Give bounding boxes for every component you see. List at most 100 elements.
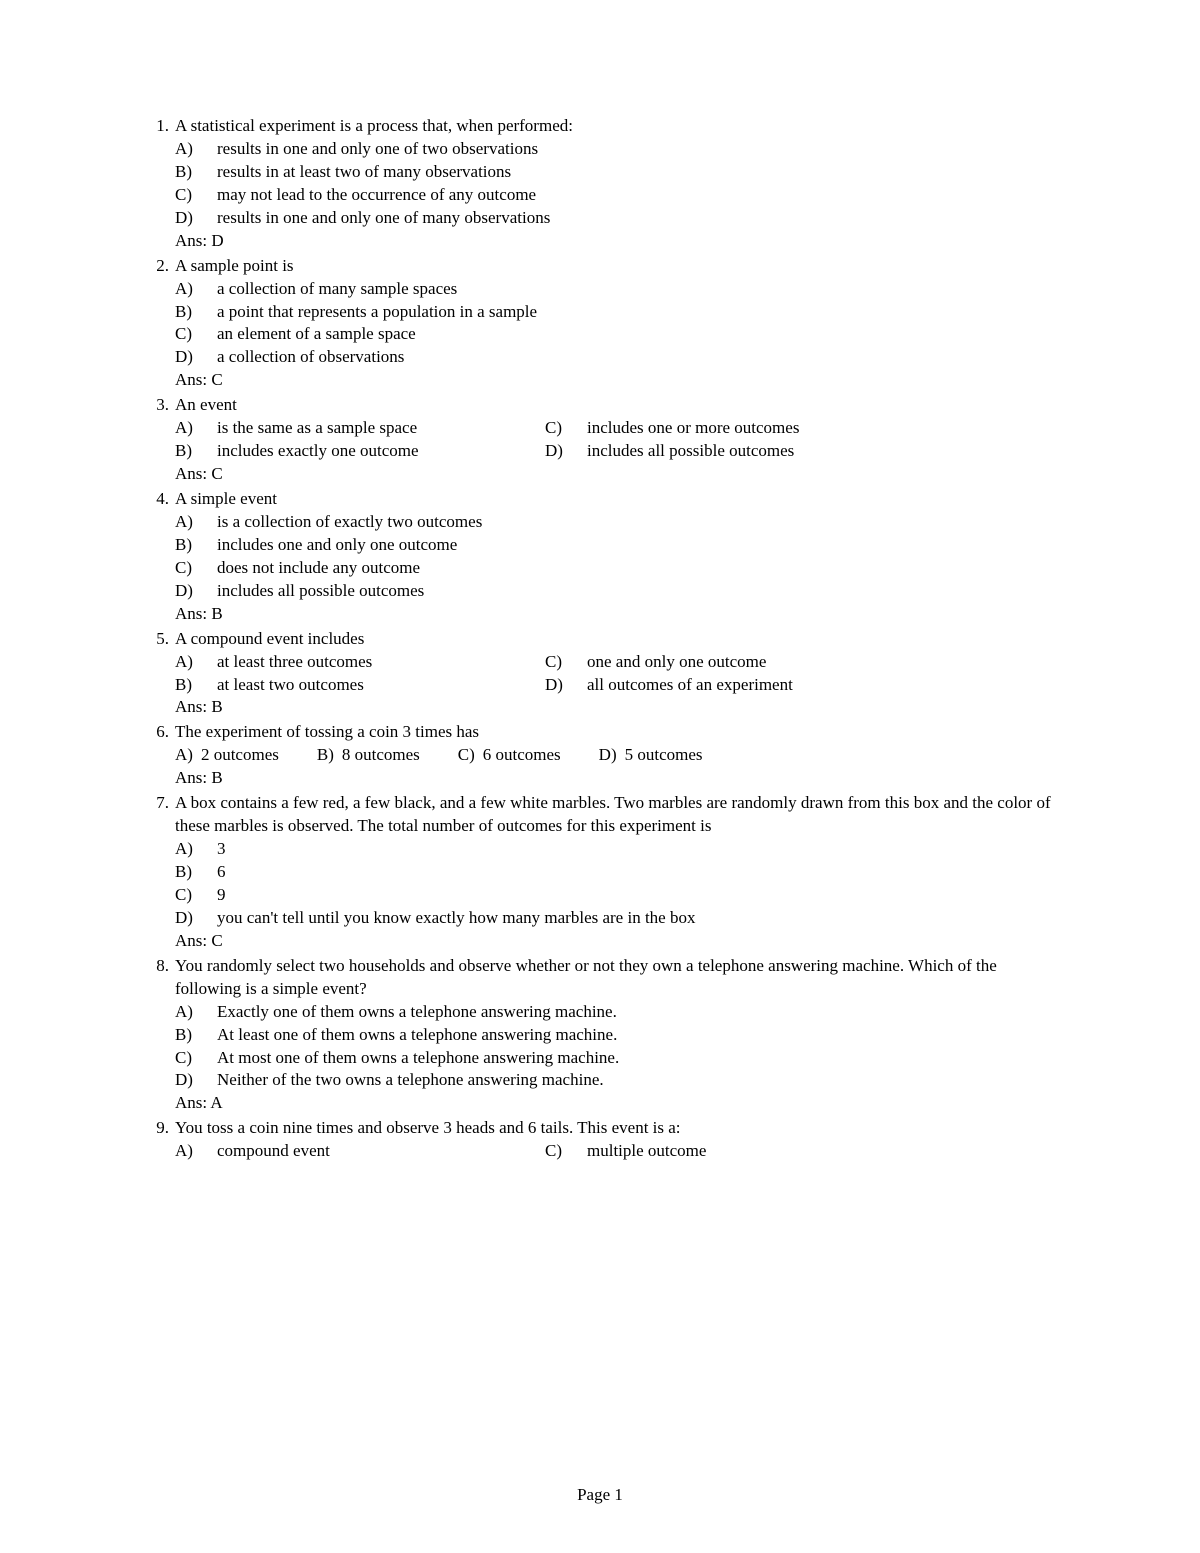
option-text: 2 outcomes — [201, 744, 279, 767]
question-stem: 1.A statistical experiment is a process … — [145, 115, 1055, 138]
option-letter: B) — [175, 674, 201, 697]
option: C) multiple outcome — [545, 1140, 1055, 1163]
option-row: B)a point that represents a population i… — [145, 301, 1055, 324]
option-letter: A) — [175, 138, 201, 161]
question-stem: 7.A box contains a few red, a few black,… — [145, 792, 1055, 838]
option: D) includes all possible outcomes — [545, 440, 1055, 463]
option-row: B) includes one and only one outcome — [145, 534, 1055, 557]
option-row: A)Exactly one of them owns a telephone a… — [145, 1001, 1055, 1024]
option: C)includes one or more outcomes — [545, 417, 1055, 440]
option: C)6 outcomes — [458, 744, 561, 767]
option-row: D)you can't tell until you know exactly … — [145, 907, 1055, 930]
question: 9.You toss a coin nine times and observe… — [145, 1117, 1055, 1163]
question-number: 2. — [145, 255, 169, 278]
option-row: A) results in one and only one of two obs… — [145, 138, 1055, 161]
question-stem: 3.An event — [145, 394, 1055, 417]
option-letter: C) — [175, 884, 201, 907]
option-text: a collection of observations — [217, 346, 1055, 369]
question: 7.A box contains a few red, a few black,… — [145, 792, 1055, 953]
option: A)is the same as a sample space — [175, 417, 545, 440]
option-text: includes all possible outcomes — [217, 580, 1055, 603]
option-row: D)results in one and only one of many ob… — [145, 207, 1055, 230]
option-text: at least three outcomes — [217, 651, 545, 674]
option-letter: B) — [175, 534, 201, 557]
page-number: Page 1 — [0, 1485, 1200, 1505]
option-letter: D) — [545, 440, 571, 463]
option-text: Exactly one of them owns a telephone ans… — [217, 1001, 1055, 1024]
question: 5.A compound event includesA) at least th… — [145, 628, 1055, 720]
option-text: a collection of many sample spaces — [217, 278, 1055, 301]
option-row: C)an element of a sample space — [145, 323, 1055, 346]
option-row: D) Neither of the two owns a telephone an… — [145, 1069, 1055, 1092]
option-text: at least two outcomes — [217, 674, 545, 697]
option-row: A) at least three outcomesC)one and only … — [145, 651, 1055, 674]
option-text: includes all possible outcomes — [587, 440, 1055, 463]
option-row: C)At most one of them owns a telephone a… — [145, 1047, 1055, 1070]
option-text: 3 — [217, 838, 1055, 861]
question-stem: 5.A compound event includes — [145, 628, 1055, 651]
option-text: At least one of them owns a telephone an… — [217, 1024, 1055, 1047]
answer-line: Ans: B — [145, 696, 1055, 719]
option-letter: B) — [175, 301, 201, 324]
option: B)includes exactly one outcome — [175, 440, 545, 463]
option-row: A) is a collection of exactly two outcome… — [145, 511, 1055, 534]
question-text: You randomly select two households and o… — [175, 955, 1055, 1001]
option-row: C) may not lead to the occurrence of any … — [145, 184, 1055, 207]
option-text: 8 outcomes — [342, 744, 420, 767]
option-letter: A) — [175, 744, 193, 767]
option-text: Neither of the two owns a telephone answ… — [217, 1069, 1055, 1092]
option-text: compound event — [217, 1140, 545, 1163]
question-text: You toss a coin nine times and observe 3… — [175, 1117, 1055, 1140]
option-row: A)3 — [145, 838, 1055, 861]
option-letter: B) — [175, 161, 201, 184]
option-text: an element of a sample space — [217, 323, 1055, 346]
option-letter: C) — [545, 1140, 571, 1163]
option-letter: A) — [175, 651, 201, 674]
answer-line: Ans: B — [145, 603, 1055, 626]
question-text: A statistical experiment is a process th… — [175, 115, 1055, 138]
question-stem: 6.The experiment of tossing a coin 3 tim… — [145, 721, 1055, 744]
option-letter: D) — [175, 346, 201, 369]
option-row: A)compound eventC)multiple outcome — [145, 1140, 1055, 1163]
option-text: 6 — [217, 861, 1055, 884]
option: B)8 outcomes — [317, 744, 420, 767]
question-stem: 9.You toss a coin nine times and observe… — [145, 1117, 1055, 1140]
option-letter: C) — [175, 184, 201, 207]
option-text: does not include any outcome — [217, 557, 1055, 580]
page-container: 1.A statistical experiment is a process … — [0, 0, 1200, 1553]
answer-line: Ans: A — [145, 1092, 1055, 1115]
question: 3.An eventA)is the same as a sample spac… — [145, 394, 1055, 486]
option-text: may not lead to the occurrence of any ou… — [217, 184, 1055, 207]
option: C)one and only one outcome — [545, 651, 1055, 674]
option: D)all outcomes of an experiment — [545, 674, 1055, 697]
option: D)5 outcomes — [599, 744, 703, 767]
question-number: 4. — [145, 488, 169, 511]
option-text: 6 outcomes — [483, 744, 561, 767]
answer-line: Ans: C — [145, 463, 1055, 486]
question: 1.A statistical experiment is a process … — [145, 115, 1055, 253]
question-number: 8. — [145, 955, 169, 978]
question-text: The experiment of tossing a coin 3 times… — [175, 721, 1055, 744]
question-number: 5. — [145, 628, 169, 651]
answer-line: Ans: D — [145, 230, 1055, 253]
option-row: A)a collection of many sample spaces — [145, 278, 1055, 301]
option-letter: C) — [545, 651, 571, 674]
option-text: includes one and only one outcome — [217, 534, 1055, 557]
question-stem: 2.A sample point is — [145, 255, 1055, 278]
question-stem: 4.A simple event — [145, 488, 1055, 511]
option-letter: A) — [175, 511, 201, 534]
option-text: 5 outcomes — [625, 744, 703, 767]
option-letter: D) — [175, 580, 201, 603]
question-text: An event — [175, 394, 1055, 417]
option-row: C)9 — [145, 884, 1055, 907]
question: 8. You randomly select two households and… — [145, 955, 1055, 1116]
option-text: results in one and only one of two obser… — [217, 138, 1055, 161]
option-letter: C) — [175, 557, 201, 580]
option-letter: D) — [175, 1069, 201, 1092]
option-text: is a collection of exactly two outcomes — [217, 511, 1055, 534]
option-letter: C) — [545, 417, 571, 440]
option: A) 2 outcomes — [175, 744, 279, 767]
option-row: D) includes all possible outcomes — [145, 580, 1055, 603]
option-text: multiple outcome — [587, 1140, 1055, 1163]
option-text: results in one and only one of many obse… — [217, 207, 1055, 230]
